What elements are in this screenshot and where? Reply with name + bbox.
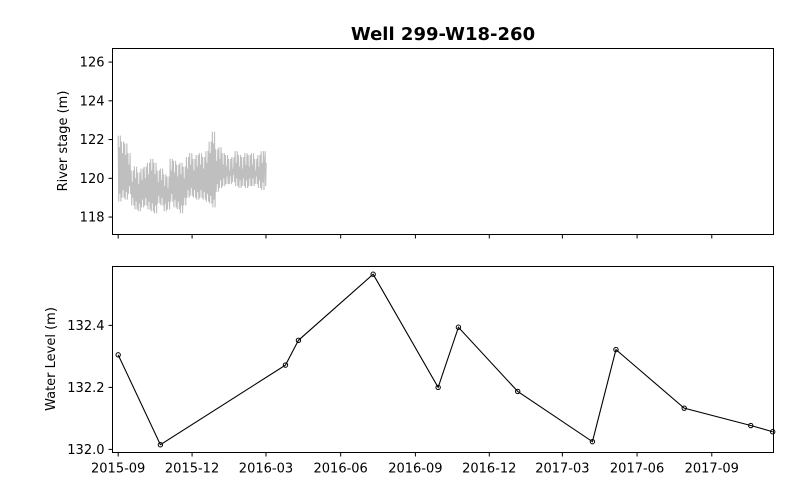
water-level-point <box>295 337 302 343</box>
water-level-series <box>115 271 776 448</box>
river-stage-y-axis-label: River stage (m) <box>56 91 71 192</box>
x-tick-label: 2016-09 <box>388 462 442 477</box>
x-tick-label: 2016-06 <box>314 462 368 477</box>
x-tick-label: 2017-03 <box>535 462 589 477</box>
water-level-line <box>117 273 773 446</box>
river-stage-x-ticks <box>117 234 713 239</box>
x-tick-label: 2016-12 <box>462 462 516 477</box>
water-level-point <box>681 405 687 411</box>
y-tick-label: 118 <box>80 211 105 226</box>
river-stage-y-ticks: 118 120 122 124 126 <box>80 56 113 226</box>
y-tick-label: 132.0 <box>67 443 104 458</box>
x-tick-label: 2015-09 <box>91 462 145 477</box>
y-tick-label: 132.4 <box>67 319 104 334</box>
water-level-x-ticks: 2015-09 2015-12 2016-03 2016-06 2016-09 2016-… <box>91 452 739 477</box>
water-level-point <box>370 271 376 277</box>
water-level-point <box>282 362 289 368</box>
water-level-y-ticks: 132.0 132.2 132.4 <box>67 319 113 458</box>
x-tick-label: 2017-09 <box>685 462 739 477</box>
water-level-point <box>115 352 121 358</box>
water-level-point <box>435 384 441 391</box>
water-level-point <box>613 346 619 353</box>
water-level-point <box>515 388 521 395</box>
y-tick-label: 120 <box>80 172 105 187</box>
river-stage-panel: 118 120 122 124 126 River stage (m) <box>56 48 774 239</box>
river-stage-series <box>117 131 267 214</box>
water-level-y-axis-label: Water Level (m) <box>44 307 59 411</box>
water-level-point <box>157 442 164 448</box>
water-level-point <box>748 422 754 429</box>
water-level-point <box>455 324 462 330</box>
water-level-point <box>769 429 776 435</box>
y-tick-label: 132.2 <box>67 381 104 396</box>
x-tick-label: 2015-12 <box>165 462 219 477</box>
x-tick-label: 2016-03 <box>239 462 293 477</box>
river-stage-line <box>117 131 267 214</box>
water-level-point <box>589 438 596 445</box>
x-tick-label: 2017-06 <box>610 462 664 477</box>
y-tick-label: 124 <box>80 94 105 109</box>
y-tick-label: 126 <box>80 56 105 71</box>
river-stage-axes-frame <box>112 48 774 235</box>
water-level-axes-frame <box>112 266 774 453</box>
chart-title: Well 299-W18-260 <box>351 24 535 45</box>
y-tick-label: 122 <box>80 133 105 148</box>
